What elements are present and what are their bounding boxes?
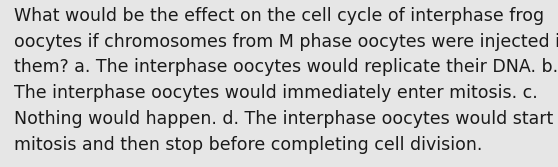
Text: mitosis and then stop before completing cell division.: mitosis and then stop before completing … [14, 136, 482, 154]
Text: oocytes if chromosomes from M phase oocytes were injected into: oocytes if chromosomes from M phase oocy… [14, 33, 558, 51]
Text: them? a. The interphase oocytes would replicate their DNA. b.: them? a. The interphase oocytes would re… [14, 58, 558, 76]
Text: Nothing would happen. d. The interphase oocytes would start: Nothing would happen. d. The interphase … [14, 110, 553, 128]
Text: The interphase oocytes would immediately enter mitosis. c.: The interphase oocytes would immediately… [14, 84, 538, 102]
Text: What would be the effect on the cell cycle of interphase frog: What would be the effect on the cell cyc… [14, 7, 544, 25]
